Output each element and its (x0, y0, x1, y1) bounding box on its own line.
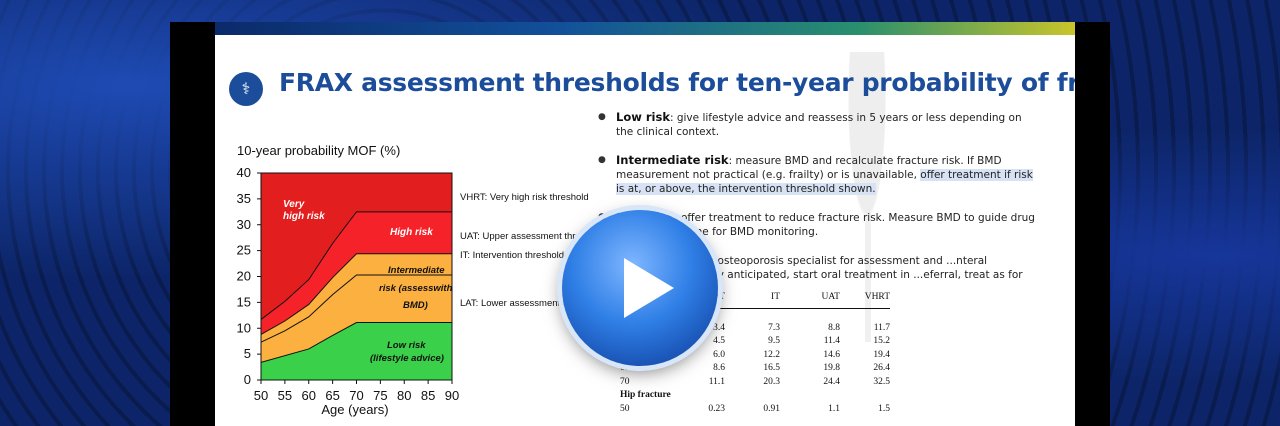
chart-x-label: Age (years) (321, 402, 388, 417)
table-row: 65 8.6 16.5 19.8 26.4 (620, 363, 890, 377)
table-cell: 16.5 (763, 363, 780, 373)
threshold-label-it: IT: Intervention threshold (460, 250, 565, 261)
table-cell: 8.8 (828, 322, 840, 333)
threshold-line-3 (260, 211, 452, 320)
y-tick-label: 20 (237, 269, 251, 284)
y-tick-label: 5 (244, 346, 251, 361)
slide-top-bar (215, 22, 1075, 35)
table-cell: 32.5 (873, 376, 890, 387)
table-row: 4.5 9.5 11.4 15.2 (620, 336, 890, 350)
table-row: 50 0.23 0.91 1.1 1.5 (620, 404, 890, 418)
table-cell: 12.2 (763, 349, 780, 360)
table-cell: 50 (620, 403, 630, 414)
threshold-label-uat: UAT: Upper assessment thres (460, 231, 586, 242)
x-tick-label: 60 (302, 388, 316, 403)
y-tick-label: 0 (244, 372, 251, 387)
risk-bullet-list: Low risk: give lifestyle advice and reas… (598, 110, 1038, 310)
table-cell: 1.1 (828, 403, 840, 414)
zone-label-low-2: (lifestyle advice) (370, 353, 444, 364)
x-tick-label: 65 (325, 388, 339, 403)
skeleton-watermark (827, 52, 907, 352)
table-cell: 9.5 (768, 336, 780, 346)
y-tick-label: 15 (237, 294, 251, 309)
x-tick-label: 90 (445, 388, 459, 403)
table-cell: 26.4 (873, 363, 890, 373)
zone-label-very-high-1: Very (283, 199, 305, 210)
zone-label-high: High risk (390, 227, 433, 238)
table-cell: 0.91 (763, 403, 780, 414)
x-tick-label: 70 (349, 388, 363, 403)
table-row: 3.4 7.3 8.8 11.7 (620, 323, 890, 337)
bullet-low-risk: Low risk: give lifestyle advice and reas… (598, 110, 1038, 139)
table-cell: 65 (620, 363, 630, 373)
y-tick-label: 30 (237, 217, 251, 232)
table-row: 70 11.1 20.3 24.4 32.5 (620, 377, 890, 391)
zone-label-very-high-2: high risk (283, 211, 325, 222)
zone-label-intermediate-1: Intermediate (388, 265, 445, 276)
table-cell: 4.5 (713, 336, 725, 346)
y-tick-label: 35 (237, 191, 251, 206)
table-cell: 11.4 (823, 336, 840, 346)
y-tick-label: 40 (237, 165, 251, 180)
table-cell: 20.3 (763, 376, 780, 387)
threshold-line-0 (260, 322, 452, 363)
table-cell: 7.3 (768, 322, 780, 333)
table-cell: 70 (620, 376, 630, 387)
table-cell: 11.7 (873, 322, 890, 333)
table-cell: 3.4 (713, 322, 725, 333)
y-tick-label: 10 (237, 320, 251, 335)
table-cell: 6.0 (713, 349, 725, 360)
x-tick-label: 80 (397, 388, 411, 403)
table-cell: 19.4 (873, 349, 890, 360)
zone-label-intermediate-2: risk (assesswith (379, 283, 453, 294)
x-tick-label: 50 (254, 388, 268, 403)
threshold-line-1 (260, 274, 452, 343)
threshold-line-2 (260, 253, 452, 335)
table-cell: 15.2 (873, 336, 890, 346)
table-cell: 0.23 (708, 403, 725, 414)
threshold-label-lat: LAT: Lower assessment thre (460, 298, 580, 309)
x-tick-label: 55 (278, 388, 292, 403)
bone-density-icon: ⚕ (229, 72, 263, 106)
zone-low (261, 322, 452, 380)
x-tick-label: 85 (421, 388, 435, 403)
y-tick-label: 25 (237, 243, 251, 258)
table-cell: 8.6 (713, 363, 725, 373)
play-icon (624, 258, 674, 318)
table-cell: 1.5 (878, 403, 890, 414)
zone-label-intermediate-3: BMD) (403, 300, 428, 311)
table-cell: 14.6 (823, 349, 840, 360)
slide: ⚕ FRAX assessment thresholds for ten-yea… (215, 22, 1075, 426)
chart-y-label: 10-year probability MOF (%) (237, 143, 401, 158)
bullet-intermediate-risk: Intermediate risk: measure BMD and recal… (598, 153, 1038, 196)
slide-title: FRAX assessment thresholds for ten-year … (279, 68, 1075, 97)
table-cell: 24.4 (823, 376, 840, 387)
table-section-title: Hip fracture (620, 390, 671, 400)
threshold-label-vhrt: VHRT: Very high risk threshold (460, 192, 589, 203)
x-tick-label: 75 (373, 388, 387, 403)
play-button[interactable] (562, 210, 718, 366)
zone-label-low-1: Low risk (387, 340, 426, 351)
table-cell: 11.1 (708, 376, 725, 387)
table-cell: 19.8 (823, 363, 840, 373)
